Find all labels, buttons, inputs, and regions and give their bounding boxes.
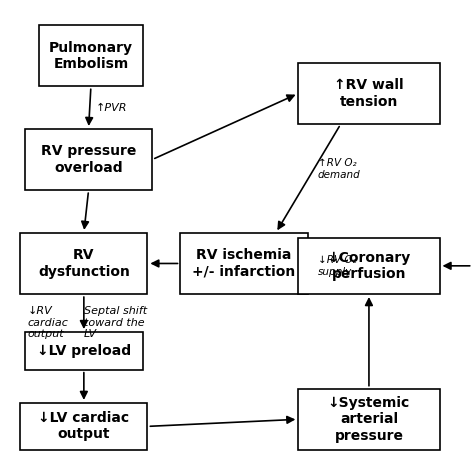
FancyBboxPatch shape [25,129,152,190]
FancyBboxPatch shape [298,389,439,450]
Text: Septal shift
toward the
LV: Septal shift toward the LV [84,306,147,339]
Text: RV ischemia
+/- infarction: RV ischemia +/- infarction [192,248,296,278]
FancyBboxPatch shape [20,403,147,450]
FancyBboxPatch shape [298,63,439,124]
Text: ↑RV O₂
demand: ↑RV O₂ demand [318,158,360,180]
Text: ↓Coronary
perfusion: ↓Coronary perfusion [328,251,410,281]
FancyBboxPatch shape [20,233,147,294]
FancyBboxPatch shape [181,233,308,294]
Text: ↓RV
cardiac
output: ↓RV cardiac output [27,306,68,339]
Text: ↓LV preload: ↓LV preload [37,344,131,358]
FancyBboxPatch shape [25,332,143,370]
Text: ↑RV wall
tension: ↑RV wall tension [334,78,404,109]
FancyBboxPatch shape [298,238,439,294]
Text: Pulmonary
Embolism: Pulmonary Embolism [49,40,133,71]
Text: RV pressure
overload: RV pressure overload [41,144,136,175]
Text: ↑PVR: ↑PVR [96,103,127,113]
Text: RV
dysfunction: RV dysfunction [38,248,130,278]
Text: ↓RV O₂
supply: ↓RV O₂ supply [318,255,356,276]
FancyBboxPatch shape [39,25,143,86]
Text: ↓LV cardiac
output: ↓LV cardiac output [38,411,129,441]
Text: ↓Systemic
arterial
pressure: ↓Systemic arterial pressure [328,396,410,443]
